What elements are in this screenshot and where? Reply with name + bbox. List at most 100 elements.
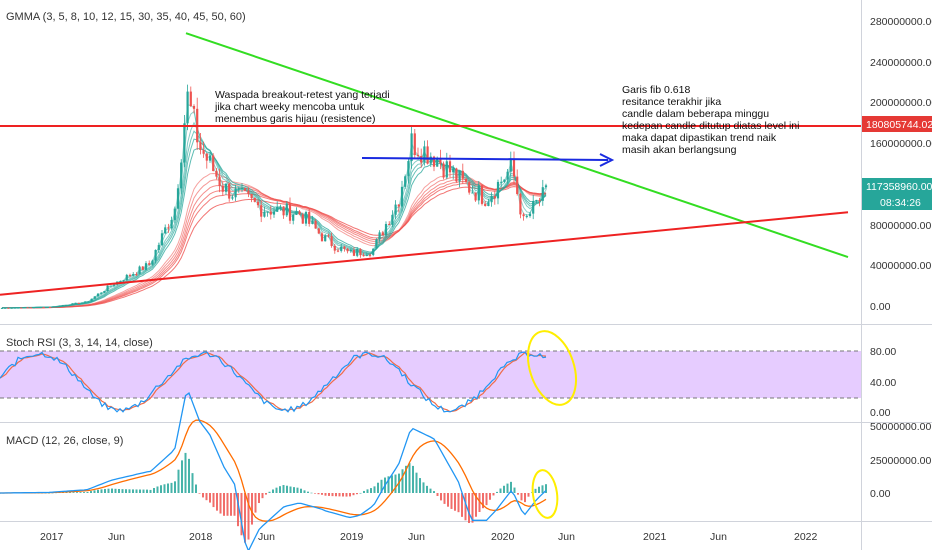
macd-histogram-bar [65, 492, 68, 493]
macd-histogram-bar [412, 465, 414, 493]
y-tick-label: 280000000.00 [870, 16, 932, 28]
candle-body [484, 203, 487, 207]
candle-body [237, 188, 240, 190]
candle-body [55, 306, 58, 308]
candle-body [445, 161, 448, 178]
annotation-breakout[interactable]: Waspada breakout-retest yang terjadi jik… [214, 89, 390, 125]
candle-body [455, 168, 458, 182]
x-tick-label: 2018 [189, 531, 213, 543]
candle-body [381, 232, 384, 236]
candle [372, 248, 375, 257]
candle [410, 126, 413, 169]
candle-body [234, 188, 237, 198]
candle [288, 197, 292, 224]
x-tick-label: 2017 [40, 531, 64, 543]
macd-histogram-bar [538, 486, 540, 493]
candle [528, 212, 532, 218]
candle-body [176, 188, 180, 209]
macd-label[interactable]: MACD (12, 26, close, 9) [6, 435, 123, 447]
candle-body [192, 106, 196, 109]
gmma-short-ema-line [2, 148, 547, 309]
gmma-long-ema-line [2, 176, 547, 309]
candle [400, 180, 404, 213]
macd-histogram-bar [268, 491, 271, 493]
candle [58, 305, 61, 307]
candle-body [500, 181, 503, 183]
candle-body [340, 246, 343, 251]
candle [160, 230, 164, 247]
macd-histogram-bar [478, 493, 481, 513]
candle [144, 261, 148, 272]
macd-histogram-bar [464, 493, 467, 521]
candle-body [295, 211, 298, 215]
candle [493, 191, 496, 205]
stoch-rsi-k-line [0, 351, 547, 413]
candle [324, 233, 327, 242]
candle [29, 307, 32, 309]
candle-body [519, 193, 522, 215]
macd-histogram-bar [524, 493, 526, 503]
candle-body [45, 307, 48, 309]
candle-body [352, 249, 356, 256]
candle-body [42, 307, 45, 309]
macd-histogram-bar [426, 485, 428, 493]
macd-histogram-bar [499, 488, 502, 493]
time-axis[interactable]: 2017 Jun 2018 Jun 2019 Jun 2020 Jun 2021… [40, 531, 818, 543]
ascending-trendline[interactable] [0, 211, 849, 296]
candle [141, 266, 144, 271]
x-tick-label: 2021 [643, 531, 667, 543]
macd-histogram-bar [163, 484, 166, 493]
candle-body [128, 274, 132, 276]
candle [500, 176, 503, 188]
candle [352, 246, 356, 257]
candle [7, 307, 10, 309]
candle [192, 104, 196, 114]
gmma-long-ema-line [2, 172, 547, 309]
macd-histogram-bar [128, 489, 131, 493]
macd-axis[interactable]: 50000000.00 25000000.00 0.00 [870, 421, 931, 500]
candle [109, 285, 112, 287]
candle [64, 304, 68, 307]
candle [311, 215, 314, 225]
target-arrow-line[interactable] [361, 157, 609, 161]
candle-body [0, 307, 4, 309]
stoch-rsi-label[interactable]: Stoch RSI (3, 3, 14, 14, close) [6, 337, 153, 349]
candle-body [407, 161, 410, 177]
candle [346, 247, 349, 254]
macd-histogram-bar [492, 493, 495, 496]
rsi-axis[interactable]: 80.00 40.00 0.00 [870, 346, 896, 419]
candle-body [256, 201, 260, 206]
macd-signal-line [0, 419, 547, 522]
candle [404, 174, 407, 190]
gmma-label[interactable]: GMMA (3, 5, 8, 10, 12, 15, 30, 35, 40, 4… [6, 11, 246, 23]
macd-histogram-bar [121, 489, 124, 493]
macd-histogram-bar [321, 493, 323, 495]
candle-body [362, 255, 365, 257]
descending-trendline[interactable] [185, 32, 849, 259]
candle [215, 168, 218, 180]
candle-body [304, 212, 308, 224]
macd-histogram-bar [79, 492, 82, 493]
candle-body [247, 190, 250, 194]
candle [61, 305, 64, 307]
current-price-badge [862, 178, 932, 210]
candle-body [468, 182, 471, 193]
candle-body [240, 188, 244, 190]
macd-histogram-bar [191, 473, 194, 493]
candle [45, 306, 48, 309]
candle [212, 153, 215, 172]
candle [68, 304, 71, 306]
candle [333, 243, 336, 254]
candle-body [100, 292, 103, 294]
price-axis[interactable]: 280000000.00 240000000.00 200000000.00 1… [870, 16, 932, 313]
candle-body [359, 248, 362, 256]
gmma-long-ema-line [2, 183, 547, 309]
candle [282, 206, 285, 219]
annotation-fib[interactable]: Garis fib 0.618 resitance terakhir jika … [622, 84, 799, 156]
annotation-line: kedepan candle ditutup diatas level ini [622, 120, 799, 132]
candle-body [36, 307, 39, 309]
candle-body [7, 307, 10, 309]
macd-histogram-bar [356, 493, 358, 495]
candle-body [157, 245, 160, 250]
